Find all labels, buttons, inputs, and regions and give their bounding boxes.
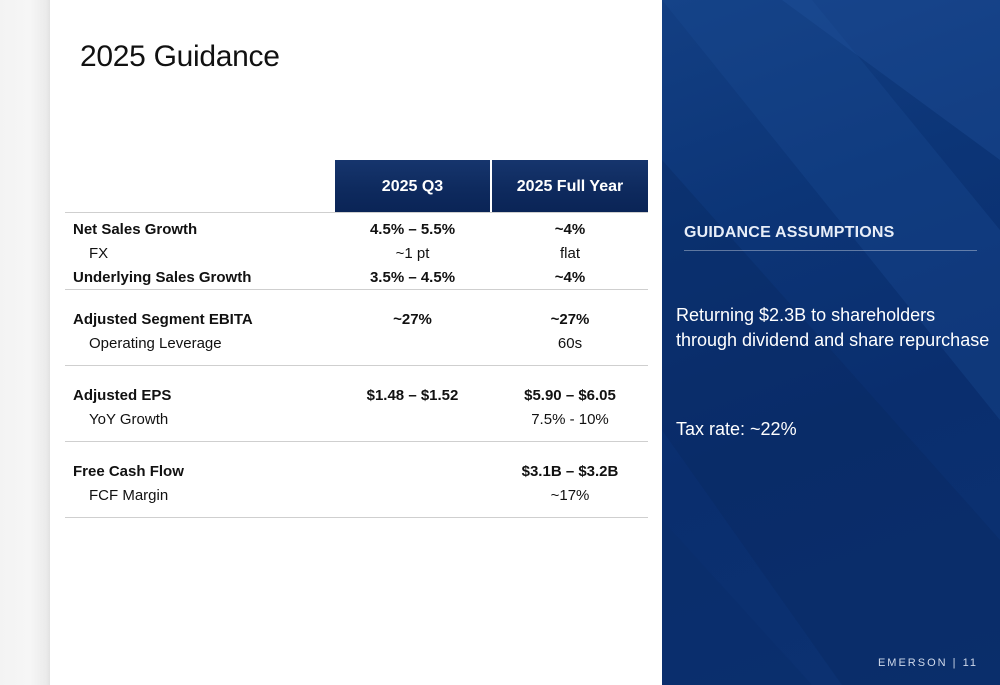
full-year-value: 7.5% - 10% [531, 411, 609, 428]
q3-value: 3.5% – 4.5% [369, 269, 456, 286]
q3-value: 4.5% – 5.5% [369, 221, 456, 238]
column-header-full-year: 2025 Full Year [492, 160, 648, 213]
table-row: Operating Leverage 60s [65, 331, 648, 355]
table-row: Adjusted Segment EBITA ~27% ~27% [65, 307, 648, 331]
q3-value: ~1 pt [395, 245, 430, 262]
table-row: YoY Growth 7.5% - 10% [65, 407, 648, 431]
header-divider [65, 212, 648, 213]
table-header: 2025 Q3 2025 Full Year [65, 160, 648, 213]
page-number: 11 [962, 657, 978, 669]
full-year-value: flat [559, 245, 580, 262]
assumptions-divider [684, 250, 977, 251]
assumptions-heading: GUIDANCE ASSUMPTIONS [684, 224, 895, 241]
row-label: Underlying Sales Growth [73, 269, 252, 286]
row-label: Adjusted Segment EBITA [73, 311, 253, 328]
assumptions-panel: GUIDANCE ASSUMPTIONS Returning $2.3B to … [662, 0, 1000, 685]
table-group-cash-flow: Free Cash Flow $3.1B – $3.2B FCF Margin … [65, 442, 648, 518]
page-title: 2025 Guidance [80, 40, 280, 73]
row-label: Adjusted EPS [73, 387, 172, 404]
table-row: FCF Margin ~17% [65, 483, 648, 507]
q3-value: $1.48 – $1.52 [366, 387, 459, 404]
slide-left-margin [0, 0, 50, 685]
table-group-eps: Adjusted EPS $1.48 – $1.52 $5.90 – $6.05… [65, 366, 648, 442]
row-label: Operating Leverage [89, 335, 222, 352]
table-row: Underlying Sales Growth 3.5% – 4.5% ~4% [65, 265, 648, 289]
row-label: YoY Growth [89, 411, 169, 428]
full-year-value: ~17% [550, 487, 590, 504]
slide-footer: EMERSON | 11 [878, 657, 978, 669]
guidance-table: 2025 Q3 2025 Full Year Net Sales Growth … [65, 160, 648, 518]
slide-content: 2025 Guidance 2025 Q3 2025 Full Year Net… [50, 0, 662, 685]
table-group-ebita: Adjusted Segment EBITA ~27% ~27% Operati… [65, 290, 648, 366]
row-label: FX [89, 245, 109, 262]
table-row: Free Cash Flow $3.1B – $3.2B [65, 459, 648, 483]
full-year-value: $3.1B – $3.2B [521, 463, 619, 480]
row-label: Net Sales Growth [73, 221, 198, 238]
assumption-item: Tax rate: ~22% [676, 419, 797, 439]
full-year-value: $5.90 – $6.05 [524, 387, 616, 404]
full-year-value: ~4% [554, 269, 586, 286]
row-label: Free Cash Flow [73, 463, 184, 480]
footer-separator: | [952, 657, 958, 669]
full-year-value: 60s [557, 335, 583, 352]
row-label: FCF Margin [89, 487, 169, 504]
q3-value: ~27% [393, 311, 432, 328]
brand-name: EMERSON [877, 657, 948, 669]
full-year-value: ~4% [554, 221, 586, 238]
assumption-item: Returning $2.3B to shareholders through … [676, 305, 990, 350]
table-group-sales: Net Sales Growth 4.5% – 5.5% ~4% FX ~1 p… [65, 213, 648, 290]
column-header-q3: 2025 Q3 [335, 160, 490, 213]
table-row: FX ~1 pt flat [65, 241, 648, 265]
table-row: Adjusted EPS $1.48 – $1.52 $5.90 – $6.05 [65, 383, 648, 407]
full-year-value: ~27% [550, 311, 590, 328]
table-row: Net Sales Growth 4.5% – 5.5% ~4% [65, 217, 648, 241]
